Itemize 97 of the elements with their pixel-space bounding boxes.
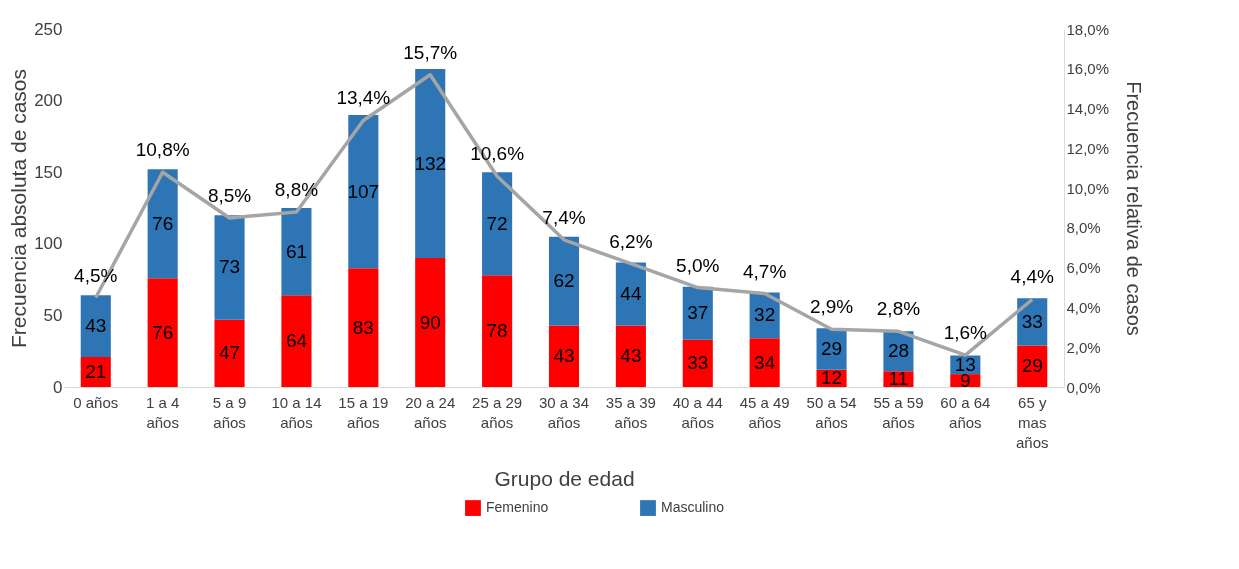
x-tick-label: 65 y mas años xyxy=(1015,393,1049,451)
bar xyxy=(147,278,178,387)
bar xyxy=(482,275,513,387)
data-label: 32 xyxy=(754,304,776,326)
y2-tick-label: 12,0% xyxy=(1066,139,1110,157)
y2-tick-label: 0,0% xyxy=(1066,378,1101,396)
data-label: 12 xyxy=(820,367,843,389)
x-tick-label: 0 años xyxy=(73,393,119,411)
x-tick-label: 30 a 34 años xyxy=(538,393,590,431)
legend-label: Femenino xyxy=(486,499,549,516)
bar xyxy=(147,169,178,279)
x-tick-label: 55 a 59 años xyxy=(873,393,924,431)
y-tick-label: 50 xyxy=(43,305,63,325)
y2-tick-label: 10,0% xyxy=(1066,179,1110,197)
x-tick-label: 5 a 9 años xyxy=(212,393,247,431)
data-label: 13 xyxy=(954,353,976,375)
bar xyxy=(415,258,446,387)
data-label: 73 xyxy=(218,256,241,278)
y2-tick-label: 4,0% xyxy=(1066,298,1101,316)
y2-tick-label: 18,0% xyxy=(1066,20,1110,38)
y2-tick-label: 2,0% xyxy=(1066,338,1101,356)
y-tick-label: 0 xyxy=(53,377,63,397)
bar xyxy=(348,114,379,269)
data-label: 62 xyxy=(553,270,575,292)
bar xyxy=(214,215,245,320)
x-tick-label: 20 a 24 años xyxy=(405,393,456,431)
x-tick-label: 40 a 44 años xyxy=(672,393,723,431)
data-label: 1,6% xyxy=(943,322,988,344)
bar xyxy=(415,69,446,259)
x-tick-label: 15 a 19 años xyxy=(338,393,389,431)
data-label: 83 xyxy=(352,316,374,338)
bar xyxy=(281,295,312,387)
data-label: 107 xyxy=(347,180,380,202)
x-tick-label: 1 a 4 años xyxy=(145,393,180,431)
data-label: 90 xyxy=(419,311,441,333)
data-label: 13,4% xyxy=(336,87,391,109)
data-label: 61 xyxy=(285,240,308,262)
data-label: 2,9% xyxy=(809,296,854,318)
y-tick-label: 200 xyxy=(34,91,63,111)
x-tick-label: 60 a 64 años xyxy=(940,393,991,431)
data-label: 47 xyxy=(218,342,241,364)
data-label: 6,2% xyxy=(609,230,653,252)
data-label: 72 xyxy=(486,212,508,234)
bar xyxy=(281,208,312,296)
bar xyxy=(548,325,580,387)
data-label: 29 xyxy=(820,338,843,360)
data-label: 10,8% xyxy=(135,139,190,161)
bar xyxy=(80,295,111,357)
bar xyxy=(482,172,513,276)
data-label: 34 xyxy=(754,351,776,373)
data-label: 10,6% xyxy=(470,143,525,165)
data-label: 43 xyxy=(553,345,575,367)
data-label: 7,4% xyxy=(542,206,586,228)
data-label: 76 xyxy=(152,321,174,343)
data-label: 15,7% xyxy=(403,41,458,63)
data-label: 78 xyxy=(486,320,508,342)
data-label: 8,5% xyxy=(207,184,252,206)
x-tick-label: 45 a 49 años xyxy=(739,393,790,431)
bar xyxy=(214,319,245,387)
y-tick-label: 150 xyxy=(34,162,63,182)
data-label: 43 xyxy=(85,315,107,337)
data-label: 4,4% xyxy=(1010,266,1054,288)
x-tick-label: 10 a 14 años xyxy=(271,393,322,431)
data-label: 64 xyxy=(285,330,308,352)
y-axis-title: Frecuencia absoluta de casos xyxy=(7,69,31,348)
data-label: 33 xyxy=(687,352,709,374)
data-label: 76 xyxy=(152,212,174,234)
data-label: 44 xyxy=(620,282,642,304)
x-axis-title: Grupo de edad xyxy=(494,466,635,490)
y2-axis-title: Frecuencia relativa de casos xyxy=(1123,81,1146,336)
data-label: 37 xyxy=(687,302,709,324)
y-tick-label: 250 xyxy=(34,19,63,39)
bar xyxy=(615,325,646,387)
legend-label: Masculino xyxy=(661,499,725,516)
y2-tick-label: 6,0% xyxy=(1066,259,1101,277)
x-tick-label: 25 a 29 años xyxy=(472,393,523,431)
data-label: 5,0% xyxy=(676,254,720,276)
data-label: 29 xyxy=(1021,355,1043,377)
data-label: 2,8% xyxy=(876,298,921,320)
data-label: 21 xyxy=(85,360,107,382)
data-label: 4,7% xyxy=(743,260,787,282)
data-label: 8,8% xyxy=(274,178,319,200)
bar xyxy=(749,338,780,387)
y2-tick-label: 16,0% xyxy=(1066,60,1110,78)
data-label: 28 xyxy=(887,340,910,362)
data-label: 11 xyxy=(888,368,909,390)
data-label: 4,5% xyxy=(74,264,118,286)
data-label: 33 xyxy=(1021,310,1043,332)
data-label: 43 xyxy=(620,345,642,367)
y2-tick-label: 14,0% xyxy=(1066,100,1110,118)
x-tick-label: 50 a 54 años xyxy=(806,393,857,431)
x-tick-label: 35 a 39 años xyxy=(605,393,656,431)
y-tick-label: 100 xyxy=(34,234,63,254)
data-label: 132 xyxy=(414,152,447,174)
bar xyxy=(348,268,379,387)
bar xyxy=(548,236,580,326)
y2-tick-label: 8,0% xyxy=(1066,219,1101,237)
